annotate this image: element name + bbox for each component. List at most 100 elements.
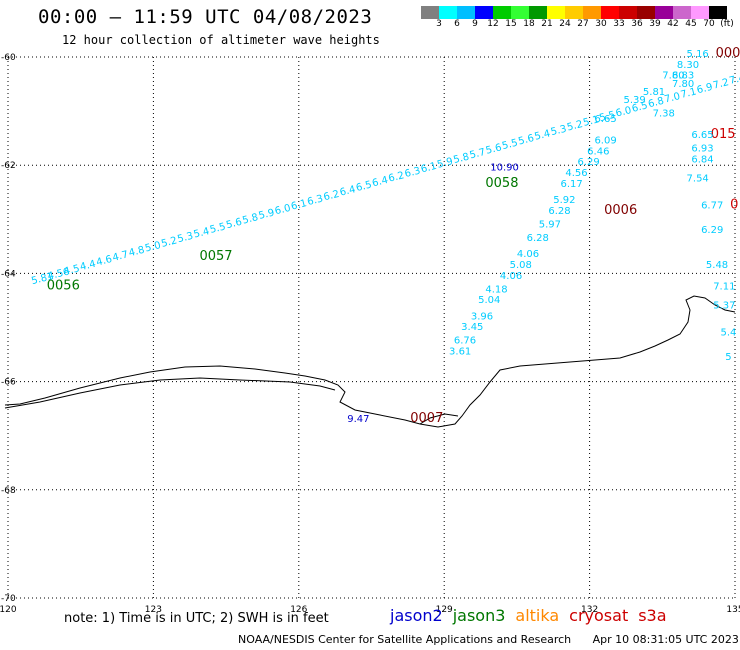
color-cell-11 [619,6,637,19]
credit-date: Apr 10 08:31:05 UTC 2023 [592,633,739,646]
label-swh: 6.29 [577,157,599,168]
color-scale-cells [421,6,736,19]
color-tick-11: 36 [631,19,643,29]
color-cell-9 [583,6,601,19]
label-swh: 6.65 [691,130,713,141]
track-swh-value: 6.4 [339,184,357,199]
track-swh-value: 4.56 [47,266,71,282]
color-cell-6 [529,6,547,19]
track-swh-value: 4.4 [79,259,97,274]
label-swh: 6.28 [548,206,570,217]
label-cryosat: 015 [711,127,736,142]
track-swh-value: 7.2 [712,77,730,92]
label-jason3: 0058 [485,176,518,191]
label-swh: 6.76 [454,336,476,347]
track-swh-value: 5.8 [241,212,259,227]
label-swh: 6.29 [701,225,723,236]
track-swh-value: 6.4 [371,175,389,190]
label-swh: 4.06 [517,249,539,260]
label-swh: 5.37 [713,301,735,312]
lat-tick-label: -62 [1,161,16,171]
lat-tick-label: -60 [1,53,16,63]
legend-jason3: jason3 [452,606,506,625]
label-time: 0005 [716,46,740,61]
label-swh: 5.81 [643,87,665,98]
label-swh: 5.97 [539,219,561,230]
label-swh: 4.18 [485,284,507,295]
track-swh-value: 6.0 [615,105,633,120]
label-swh: 5.16 [687,49,709,60]
axis-labels: 120 123 126 129 132 135 -60 -62 -64 -66 -68 -70 [0,53,740,615]
label-swh: 4.06 [500,271,522,282]
color-tick-7: 24 [559,19,571,29]
label-swh: 6.93 [691,144,713,155]
track-swh-value: 4.5 [63,263,81,278]
label-time: 0007 [410,411,443,426]
legend-cryosat: cryosat [569,606,629,625]
label-jason3: 0057 [199,249,232,264]
color-cell-13 [655,6,673,19]
color-cell-4 [493,6,511,19]
label-swh: 5.48 [706,260,728,271]
color-tick-3: 12 [487,19,499,29]
label-swh: 6.28 [527,233,549,244]
label-jason2: 10.90 [490,163,519,174]
lon-tick-label: 132 [581,605,598,615]
label-swh: 5 [725,352,731,363]
label-swh: 6.83 [672,71,694,82]
label-swh: 7.38 [653,109,675,120]
color-tick-4: 15 [505,19,517,29]
color-tick-14: 45 [685,19,697,29]
track-swh-value: 6.5 [631,100,649,115]
track-swh-value: 5.5 [598,110,616,125]
track-swh-value: 7.1 [680,86,698,101]
track-swh-value: 5.3 [550,124,568,139]
color-cell-3 [475,6,493,19]
color-tick-0: 3 [436,19,442,29]
label-swh: 6.17 [561,179,583,190]
color-cell-2 [457,6,475,19]
track-swh-value: 6.5 [355,180,373,195]
page-subtitle: 12 hour collection of altimeter wave hei… [62,33,380,47]
label-time: 0006 [604,203,637,218]
color-tick-1: 6 [454,19,460,29]
legend-s3a: s3a [638,606,667,625]
label-swh: 7.80 [662,71,684,82]
track-swh-value: 5.1 [582,114,600,129]
lat-tick-label: -70 [1,594,16,604]
color-cell-10 [601,6,619,19]
label-swh: 5.08 [510,260,532,271]
color-cell-7 [547,6,565,19]
legend-altika: altika [515,606,560,625]
track-swh-value: 5.2 [566,119,584,134]
color-cell-12 [637,6,655,19]
track-swh-value: 6.8 [647,96,665,111]
lon-tick-label: 135 [726,605,740,615]
color-tick-6: 21 [541,19,553,29]
track-swh-value: 5.4 [193,226,211,241]
label-swh: 4.56 [565,168,587,179]
lon-tick-label: 129 [436,605,453,615]
coastline-bay [419,413,459,425]
track-swh-value: 6.0 [274,203,292,218]
label-cryosat: 0 [730,197,738,212]
satellite-legend: jason2 jason3 altika cryosat s3a [390,606,677,625]
color-tick-13: 42 [667,19,679,29]
color-cell-5 [511,6,529,19]
track-swh-value: 5.4 [533,128,551,143]
color-cell-0 [421,6,439,19]
label-swh: 5.04 [478,295,500,306]
label-swh: 3.45 [461,322,483,333]
label-swh: 3.61 [449,347,471,358]
map-grid [7,56,736,599]
track-swh-value: 5.3 [176,231,194,246]
track-swh-value: 5.5 [209,221,227,236]
coastline [4,295,736,428]
credit-line: NOAA/NESDIS Center for Satellite Applica… [238,633,739,646]
track-swh-value: 4.6 [95,254,113,269]
legend-jason2: jason2 [390,606,443,625]
label-swh: 7.54 [687,173,709,184]
color-cell-8 [565,6,583,19]
label-swh: 6.84 [691,154,713,165]
